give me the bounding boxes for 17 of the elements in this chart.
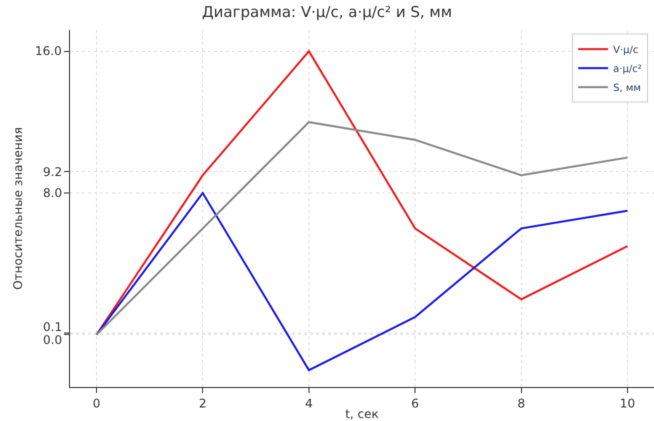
chart-title: Диаграмма: V·μ/с, a·μ/с² и S, мм xyxy=(202,2,452,21)
legend-label: a·μ/с² xyxy=(613,64,642,75)
x-tick-label: 6 xyxy=(411,396,419,410)
x-tick-label: 0 xyxy=(92,396,100,410)
y-tick-label: 9.2 xyxy=(43,165,62,179)
y-tick-label: 0.1 xyxy=(43,320,62,334)
x-tick-label: 4 xyxy=(305,396,313,410)
y-tick-label: 16.0 xyxy=(35,44,62,58)
x-tick-label: 8 xyxy=(517,396,526,410)
y-tick-label: 8.0 xyxy=(43,186,62,200)
x-tick-label: 2 xyxy=(198,396,207,410)
x-axis-title: t, сек xyxy=(345,407,379,421)
x-tick-label: 10 xyxy=(620,396,636,410)
y-axis-title: Относительные значения xyxy=(10,127,25,290)
legend-label: S, мм xyxy=(613,82,641,94)
y-tick-label: 0.0 xyxy=(43,333,62,347)
legend-label: V·μ/с xyxy=(613,44,638,56)
